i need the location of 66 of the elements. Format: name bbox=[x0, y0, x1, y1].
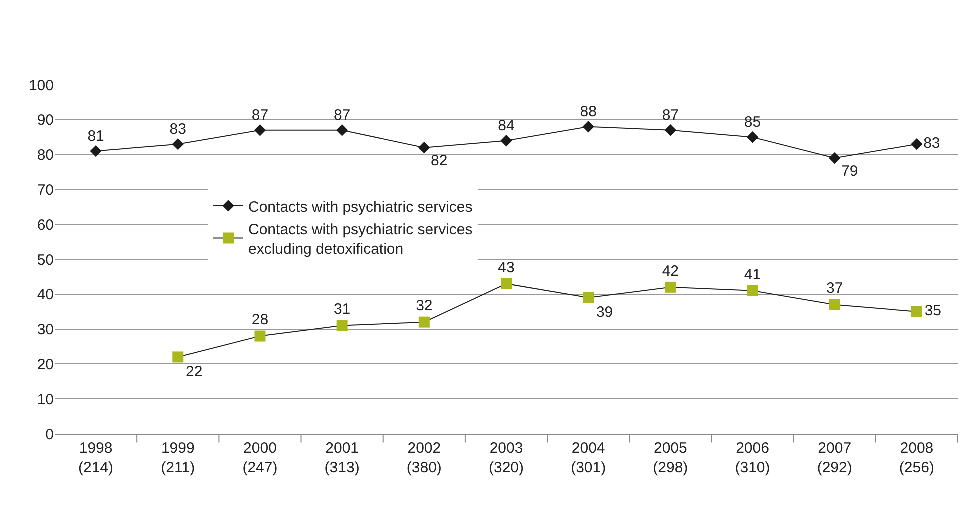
point bbox=[501, 278, 512, 290]
data-label: 82 bbox=[431, 152, 448, 170]
x-tick-label: 2003 (320) bbox=[488, 440, 524, 476]
data-label: 84 bbox=[498, 117, 515, 134]
data-label: 87 bbox=[334, 106, 351, 124]
x-tick-label: 2002 (380) bbox=[406, 440, 442, 476]
point bbox=[911, 306, 922, 318]
legend-label: Contacts with psychiatric services bbox=[248, 198, 473, 216]
point bbox=[172, 352, 184, 363]
point bbox=[418, 142, 430, 154]
x-tick-label: 2007 (292) bbox=[817, 440, 852, 476]
point bbox=[665, 282, 676, 293]
point bbox=[418, 316, 430, 328]
y-tick-label: 100 bbox=[28, 77, 54, 94]
data-label: 79 bbox=[841, 163, 858, 180]
data-label: 42 bbox=[662, 262, 680, 280]
y-tick-label: 60 bbox=[37, 216, 54, 234]
point bbox=[582, 121, 594, 133]
data-label: 87 bbox=[252, 106, 269, 124]
point bbox=[254, 330, 266, 342]
y-tick-label: 30 bbox=[37, 322, 54, 339]
data-label: 83 bbox=[170, 120, 186, 138]
point bbox=[664, 124, 677, 136]
point bbox=[90, 145, 102, 158]
point bbox=[172, 138, 184, 150]
data-label: 28 bbox=[252, 312, 269, 329]
data-label: 31 bbox=[334, 301, 351, 318]
y-tick-label: 80 bbox=[37, 147, 54, 164]
x-tick-label: 2008 (256) bbox=[899, 440, 934, 476]
point bbox=[829, 299, 840, 310]
x-tick-label: 2004 (301) bbox=[571, 440, 606, 476]
point bbox=[500, 134, 512, 147]
legend-label: Contacts with psychiatric services excluding detoxification bbox=[248, 221, 473, 258]
point bbox=[747, 285, 758, 296]
data-label: 83 bbox=[924, 135, 940, 152]
data-label: 37 bbox=[826, 280, 844, 298]
point bbox=[336, 320, 348, 332]
y-tick-label: 0 bbox=[46, 426, 54, 444]
y-tick-label: 50 bbox=[37, 252, 54, 269]
x-tick-label: 2006 (310) bbox=[735, 440, 770, 476]
x-tick-label: 1998 (214) bbox=[78, 440, 114, 476]
data-label: 41 bbox=[744, 266, 762, 284]
x-tick-label: 2000 (247) bbox=[242, 440, 278, 476]
data-label: 39 bbox=[596, 304, 614, 322]
point bbox=[829, 152, 841, 164]
data-label: 22 bbox=[186, 363, 203, 380]
point bbox=[911, 138, 923, 150]
y-tick-label: 90 bbox=[37, 112, 54, 130]
x-tick-label: 2005 (298) bbox=[653, 440, 688, 476]
y-tick-label: 40 bbox=[37, 286, 54, 304]
point bbox=[254, 124, 266, 136]
point bbox=[746, 132, 759, 144]
data-label: 85 bbox=[744, 114, 762, 131]
x-tick-label: 1999 (211) bbox=[161, 440, 196, 476]
point bbox=[583, 292, 594, 304]
data-label: 35 bbox=[924, 302, 942, 320]
data-label: 88 bbox=[580, 104, 597, 121]
y-tick-label: 70 bbox=[37, 182, 54, 199]
point bbox=[336, 124, 348, 136]
data-label: 43 bbox=[498, 259, 515, 276]
y-tick-label: 20 bbox=[37, 356, 54, 374]
x-tick-label: 2001 (313) bbox=[324, 440, 360, 476]
data-label: 81 bbox=[88, 128, 104, 145]
data-label: 87 bbox=[662, 106, 680, 124]
data-label: 32 bbox=[416, 298, 433, 315]
y-tick-label: 10 bbox=[37, 391, 54, 408]
